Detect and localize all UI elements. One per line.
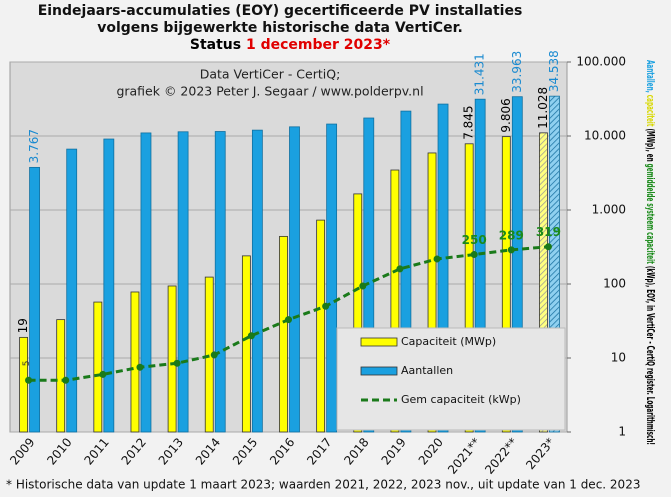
- y-tick-label: 100: [603, 277, 626, 291]
- value-label: 34.538: [547, 50, 561, 92]
- y-tick-label: 10: [611, 351, 626, 365]
- bar: [167, 285, 177, 433]
- x-tick-label: 2010: [44, 435, 74, 467]
- x-tick-label: 2016: [267, 435, 297, 467]
- bar: [66, 148, 78, 433]
- bar: [511, 96, 523, 433]
- bar: [363, 117, 375, 433]
- line-point: [285, 316, 292, 324]
- bar: [241, 255, 251, 433]
- x-tick-label: 2013: [156, 435, 186, 467]
- bar: [326, 123, 338, 433]
- line-point: [247, 332, 255, 340]
- y-tick-label: 1: [618, 425, 626, 439]
- value-label: 5: [22, 361, 32, 367]
- bar: [140, 132, 152, 433]
- bar: [539, 132, 548, 433]
- y-axis-title: Aantallen, capaciteit (MWp), en gemiddel…: [644, 60, 657, 445]
- legend-label: Aantallen: [401, 364, 453, 377]
- value-label: 289: [499, 228, 524, 242]
- y-axis-title-part: gemiddelde systeem capaciteit: [644, 164, 657, 264]
- chart-title: Eindejaars-accumulaties (EOY) gecertific…: [38, 3, 523, 19]
- x-tick-label: 2022**: [482, 435, 520, 477]
- bar: [464, 143, 474, 433]
- bar: [501, 136, 511, 433]
- bar: [390, 169, 400, 433]
- bar: [103, 138, 115, 433]
- status-part: Status: [190, 37, 246, 53]
- bar: [29, 166, 40, 433]
- bar: [279, 235, 288, 433]
- chart-status: Status 1 december 2023*: [190, 37, 391, 53]
- bar: [19, 336, 28, 433]
- x-tick-label: 2014: [193, 435, 223, 467]
- x-tick-label: 2021**: [445, 435, 483, 477]
- footnote: * Historische data van update 1 maart 20…: [6, 478, 640, 492]
- x-tick-label: 2019: [379, 435, 409, 467]
- bar: [130, 291, 140, 433]
- x-tick-label: 2017: [304, 435, 334, 467]
- line-point: [396, 265, 404, 273]
- x-tick-label: 2012: [119, 435, 149, 467]
- value-label: 19: [16, 318, 30, 333]
- value-label: 33.963: [510, 51, 524, 93]
- y-axis-title-part: (kWp), EOY, in VertiCer - CertiQ registe…: [644, 264, 657, 445]
- legend-swatch: [360, 366, 398, 376]
- value-label: 11.028: [536, 87, 550, 129]
- line-point: [322, 302, 330, 310]
- line-point: [544, 243, 552, 251]
- legend-label: Gem capaciteit (kWp): [401, 393, 521, 406]
- annotation: grafiek © 2023 Peter J. Segaar / www.pol…: [116, 84, 423, 99]
- y-tick-label: 100.000: [576, 55, 626, 69]
- line-point: [136, 363, 144, 371]
- value-label: 250: [462, 233, 487, 247]
- x-tick-label: 2015: [230, 435, 260, 467]
- value-label: 31.431: [473, 53, 487, 95]
- bar: [214, 131, 226, 433]
- bar: [251, 129, 263, 433]
- line-point: [173, 359, 181, 367]
- y-tick-label: 10.000: [584, 129, 626, 143]
- line-point: [470, 251, 478, 259]
- line-point: [99, 370, 107, 378]
- value-label: 3.767: [27, 129, 41, 163]
- value-label: 319: [536, 225, 561, 239]
- value-label: 9.806: [499, 98, 513, 132]
- legend-swatch: [360, 337, 398, 347]
- line-point: [25, 376, 33, 384]
- bar: [474, 98, 486, 433]
- status-part: 1 december 2023*: [246, 37, 391, 53]
- y-axis-title-part: Aantallen,: [644, 60, 657, 95]
- line-point: [62, 376, 70, 384]
- bar: [93, 301, 103, 433]
- line-point: [433, 255, 441, 263]
- x-tick-label: 2023*: [523, 435, 557, 472]
- bar: [353, 193, 363, 433]
- bar: [289, 126, 300, 433]
- bar: [427, 152, 437, 433]
- x-tick-label: 2011: [81, 435, 111, 467]
- line-point: [210, 351, 218, 359]
- bar: [177, 131, 189, 433]
- line-point: [507, 246, 515, 254]
- annotation: Data VertiCer - CertiQ;: [200, 67, 341, 82]
- bar: [316, 219, 326, 433]
- y-tick-label: 1.000: [592, 203, 626, 217]
- value-label: 7.845: [462, 105, 476, 139]
- bar: [437, 103, 449, 433]
- legend-label: Capaciteit (MWp): [401, 335, 496, 348]
- y-axis-title-part: (MWp), en: [644, 126, 657, 163]
- bar: [56, 319, 66, 433]
- y-axis-title-part: capaciteit: [644, 95, 657, 127]
- x-tick-label: 2009: [7, 435, 37, 467]
- bar: [549, 95, 560, 433]
- x-tick-label: 2018: [341, 435, 371, 467]
- x-tick-label: 2020: [416, 435, 446, 467]
- chart-title: volgens bijgewerkte historische data Ver…: [97, 20, 463, 36]
- line-point: [359, 282, 367, 290]
